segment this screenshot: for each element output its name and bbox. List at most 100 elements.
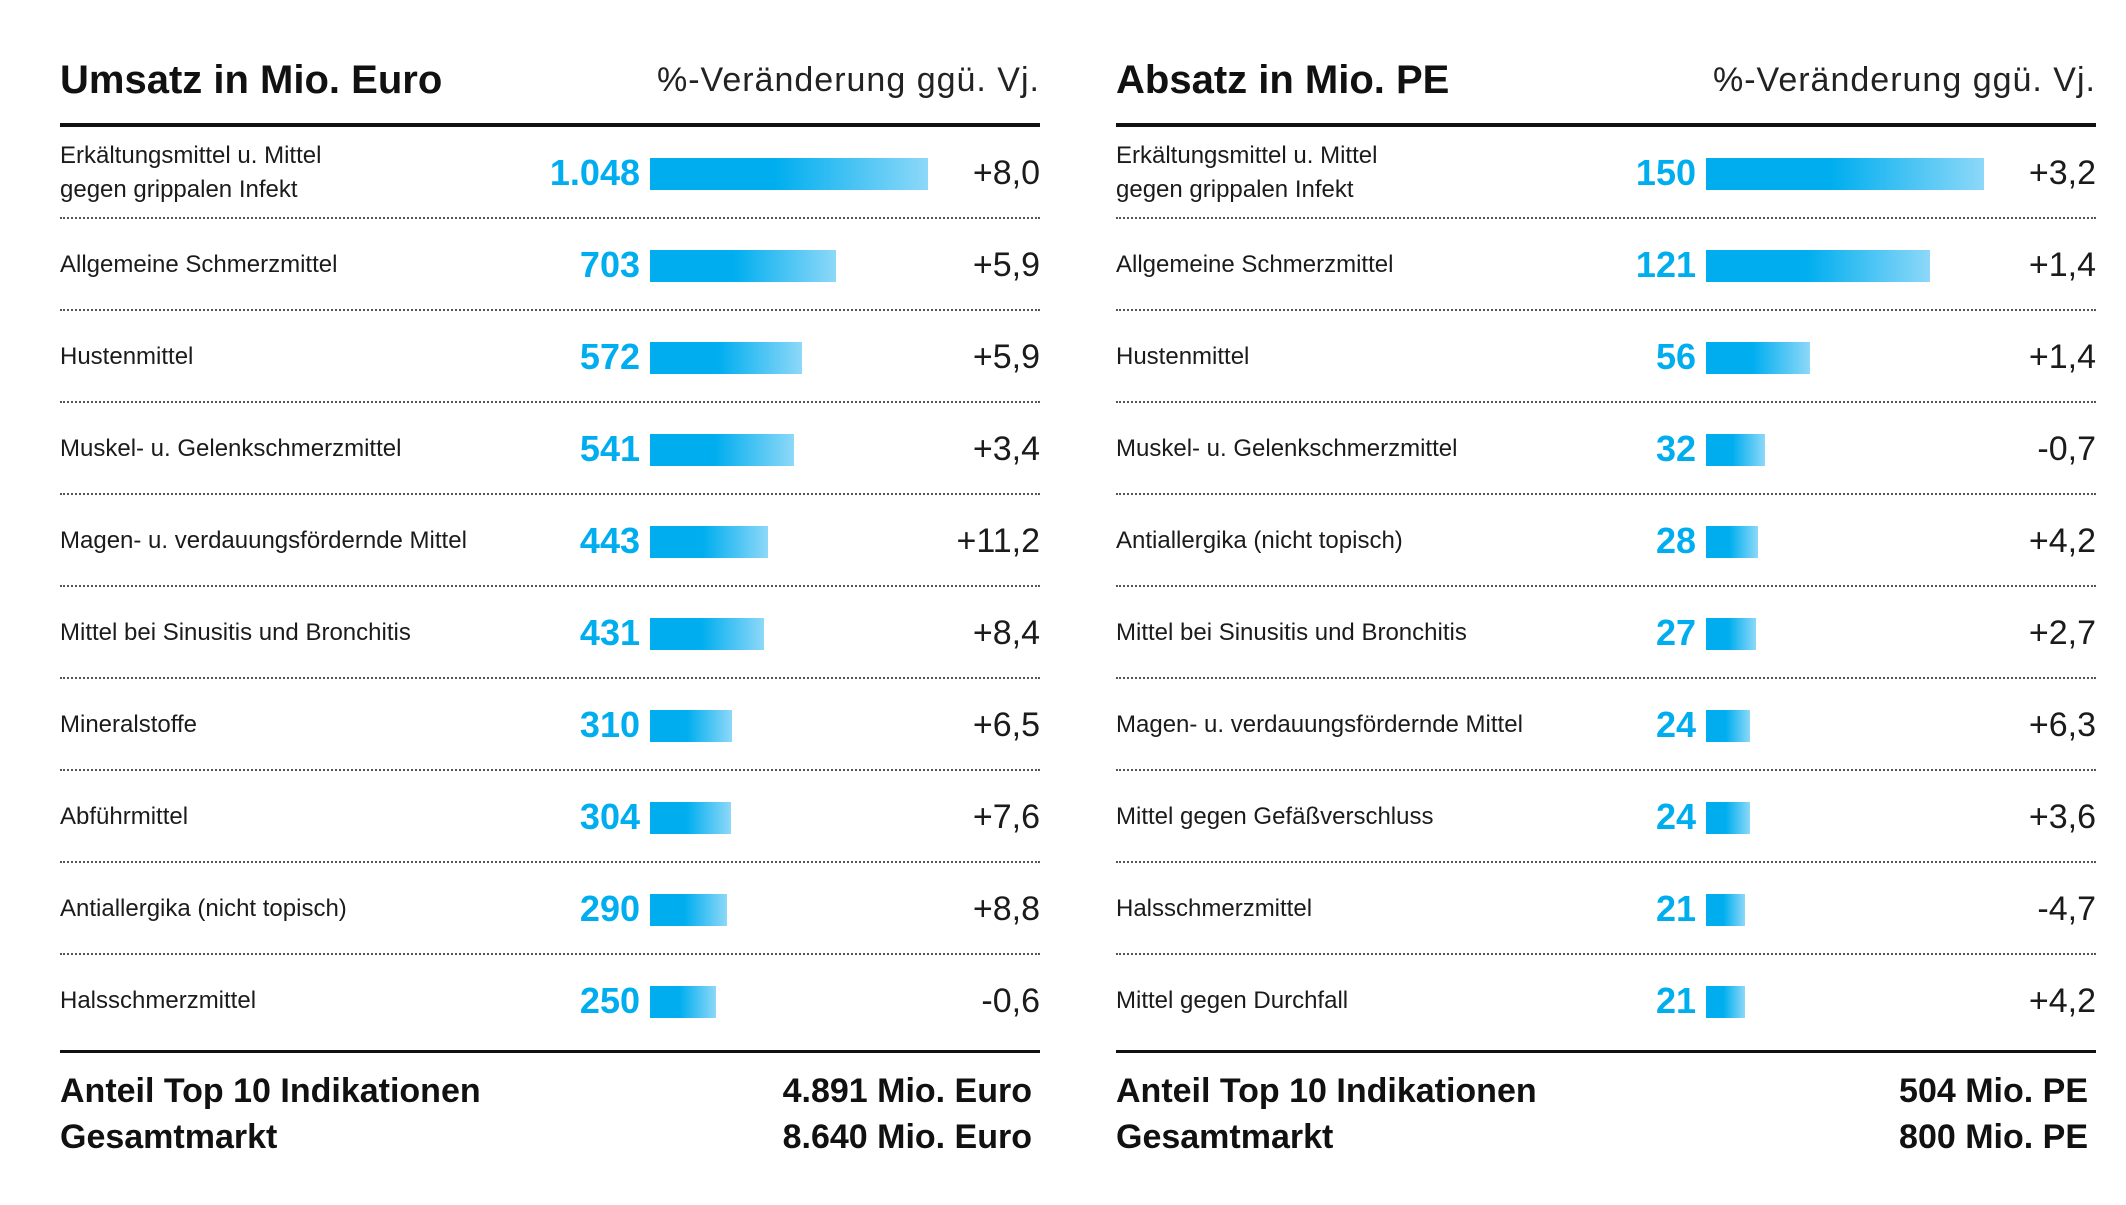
bar xyxy=(650,618,764,650)
category-label: Mittel bei Sinusitis und Bronchitis xyxy=(60,619,411,646)
panel-title: Absatz in Mio. PE xyxy=(1116,58,1450,102)
change-label: +3,4 xyxy=(972,430,1040,468)
category-label: Mittel bei Sinusitis und Bronchitis xyxy=(1116,619,1467,646)
change-label: +8,0 xyxy=(972,154,1040,192)
change-label: +11,2 xyxy=(956,522,1040,560)
change-label: +5,9 xyxy=(972,338,1040,376)
value-label: 443 xyxy=(579,520,640,561)
table-row: Mittel gegen Durchfall 21 +4,2 xyxy=(1116,955,2096,1047)
footer-label: Gesamtmarkt xyxy=(1116,1118,1334,1156)
bar xyxy=(1706,618,1756,650)
table-row: Erkältungsmittel u. Mittel gegen grippal… xyxy=(1116,127,2096,219)
row-divider xyxy=(1116,401,2096,403)
row-divider xyxy=(1116,493,2096,495)
change-label: +4,2 xyxy=(2028,982,2096,1020)
row-divider xyxy=(1116,677,2096,679)
bar-track xyxy=(1706,403,1986,495)
table-row: Halsschmerzmittel 21 -4,7 xyxy=(1116,863,2096,955)
value-label: 250 xyxy=(579,980,640,1021)
category-label: Erkältungsmittel u. Mittel gegen grippal… xyxy=(60,142,322,203)
bar xyxy=(650,250,836,282)
footer-row-gesamtmarkt: Gesamtmarkt 800 Mio. PE xyxy=(1116,1114,2096,1160)
row-divider xyxy=(60,861,1040,863)
footer-rule xyxy=(60,1050,1040,1053)
category-label: Allgemeine Schmerzmittel xyxy=(1116,251,1394,278)
value-label: 541 xyxy=(579,428,640,469)
row-divider xyxy=(60,309,1040,311)
table-row: Allgemeine Schmerzmittel 703 +5,9 xyxy=(60,219,1040,311)
bar-track xyxy=(650,495,930,587)
bar xyxy=(1706,986,1745,1018)
change-label: +8,4 xyxy=(972,614,1040,652)
bar xyxy=(1706,434,1765,466)
category-label: Halsschmerzmittel xyxy=(1116,895,1313,922)
row-divider xyxy=(1116,769,2096,771)
category-label: Muskel- u. Gelenkschmerzmittel xyxy=(60,435,402,462)
change-label: +8,8 xyxy=(972,890,1040,928)
footer-row-gesamtmarkt: Gesamtmarkt 8.640 Mio. Euro xyxy=(60,1114,1040,1160)
bar xyxy=(1706,342,1810,374)
bar-track xyxy=(1706,311,1986,403)
bar xyxy=(1706,250,1930,282)
bar-track xyxy=(1706,495,1986,587)
category-label: Halsschmerzmittel xyxy=(60,987,257,1014)
category-label: Mineralstoffe xyxy=(60,711,197,738)
value-label: 304 xyxy=(579,796,640,837)
bar xyxy=(650,986,716,1018)
table-row: Hustenmittel 572 +5,9 xyxy=(60,311,1040,403)
category-label: Magen- u. verdauungsfördernde Mittel xyxy=(1116,711,1523,738)
category-label: Muskel- u. Gelenkschmerzmittel xyxy=(1116,435,1458,462)
bar xyxy=(1706,710,1750,742)
value-label: 431 xyxy=(579,612,640,653)
bar xyxy=(650,342,802,374)
bar-track xyxy=(650,127,930,219)
bar xyxy=(650,434,794,466)
panel-absatz: Absatz in Mio. PE %-Veränderung ggü. Vj.… xyxy=(1116,0,2096,1205)
row-divider xyxy=(60,401,1040,403)
table-row: Mittel bei Sinusitis und Bronchitis 27 +2,… xyxy=(1116,587,2096,679)
change-label: +1,4 xyxy=(2028,338,2096,376)
change-label: +5,9 xyxy=(972,246,1040,284)
footer-value: 8.640 Mio. Euro xyxy=(782,1118,1032,1156)
table-row: Magen- u. verdauungsfördernde Mittel 443 +… xyxy=(60,495,1040,587)
footer-label: Gesamtmarkt xyxy=(60,1118,278,1156)
row-divider xyxy=(60,493,1040,495)
bar-track xyxy=(1706,955,1986,1047)
row-divider xyxy=(60,217,1040,219)
bar-track xyxy=(1706,863,1986,955)
value-label: 21 xyxy=(1655,980,1696,1021)
row-divider xyxy=(60,585,1040,587)
category-label: Hustenmittel xyxy=(1116,343,1250,370)
bar-track xyxy=(1706,587,1986,679)
table-row: Muskel- u. Gelenkschmerzmittel 541 +3,4 xyxy=(60,403,1040,495)
bar xyxy=(1706,894,1745,926)
category-label: Mittel gegen Durchfall xyxy=(1116,987,1349,1014)
table-row: Mineralstoffe 310 +6,5 xyxy=(60,679,1040,771)
bar-track xyxy=(650,403,930,495)
value-label: 150 xyxy=(1635,152,1696,193)
category-label: Antiallergika (nicht topisch) xyxy=(60,895,347,922)
table-row: Magen- u. verdauungsfördernde Mittel 24 +6… xyxy=(1116,679,2096,771)
change-column-header: %-Veränderung ggü. Vj. xyxy=(1712,61,2096,99)
bar xyxy=(1706,526,1758,558)
row-divider xyxy=(1116,217,2096,219)
category-label: Abführmittel xyxy=(60,803,189,830)
header-rule xyxy=(1116,123,2096,127)
row-divider xyxy=(1116,953,2096,955)
table-row: Hustenmittel 56 +1,4 xyxy=(1116,311,2096,403)
bar xyxy=(1706,802,1750,834)
panel-title: Umsatz in Mio. Euro xyxy=(60,58,443,102)
value-label: 21 xyxy=(1655,888,1696,929)
category-label: Antiallergika (nicht topisch) xyxy=(1116,527,1403,554)
bar-track xyxy=(1706,219,1986,311)
value-label: 56 xyxy=(1655,336,1696,377)
table-row: Allgemeine Schmerzmittel 121 +1,4 xyxy=(1116,219,2096,311)
table-row: Antiallergika (nicht topisch) 290 +8,8 xyxy=(60,863,1040,955)
category-label: Hustenmittel xyxy=(60,343,194,370)
change-label: +6,3 xyxy=(2028,706,2096,744)
bar-track xyxy=(650,955,930,1047)
change-label: +4,2 xyxy=(2028,522,2096,560)
bar xyxy=(1706,158,1984,190)
footer-row-top10: Anteil Top 10 Indikationen 504 Mio. PE xyxy=(1116,1068,2096,1114)
footer-row-top10: Anteil Top 10 Indikationen 4.891 Mio. Eu… xyxy=(60,1068,1040,1114)
